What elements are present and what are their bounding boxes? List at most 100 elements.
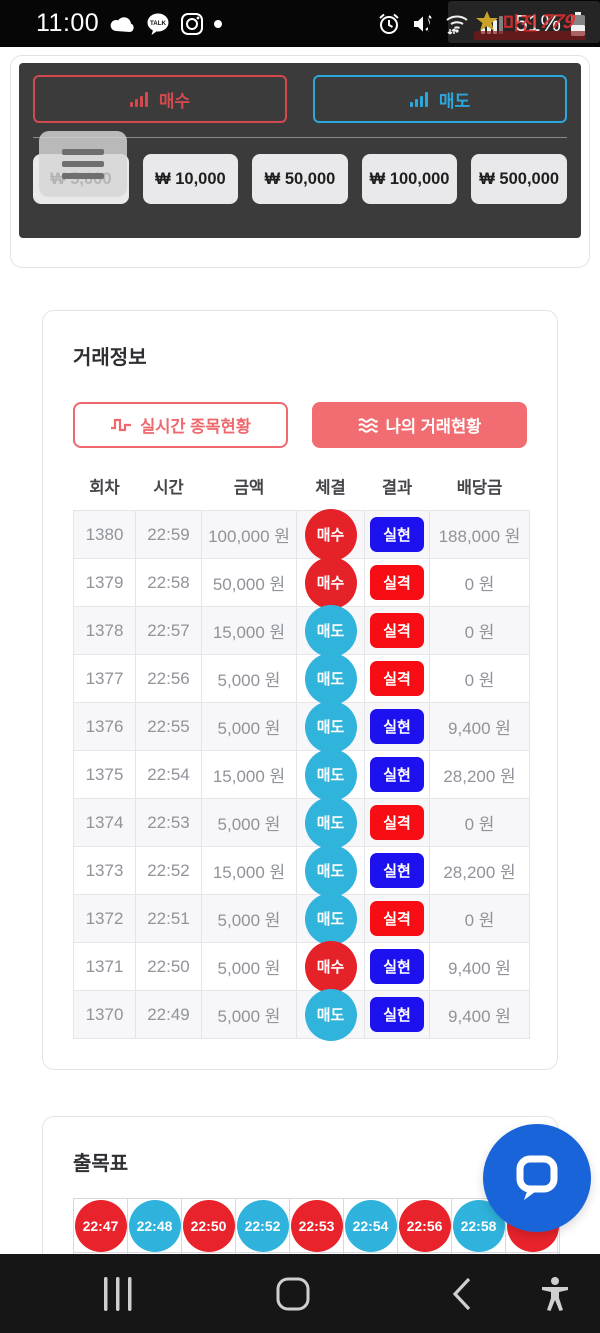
table-row: 1374 22:53 5,000 원 매도 실격 0 원 [73, 796, 530, 849]
chat-button[interactable] [483, 1124, 591, 1232]
result-badge: 실격 [370, 565, 424, 600]
result-cell: 실현 [364, 990, 430, 1039]
instagram-icon [180, 12, 204, 36]
time-cell: 22:59 [135, 510, 202, 559]
round-cell: 1374 [73, 798, 136, 847]
result-badge: 실현 [370, 949, 424, 984]
home-button[interactable] [276, 1277, 310, 1311]
amount-button-4[interactable]: ₩ 500,000 [471, 154, 567, 204]
notification-dot-icon [213, 19, 223, 29]
payout-cell: 0 원 [429, 606, 530, 655]
time-cell: 22:57 [135, 606, 202, 655]
round-cell: 1375 [73, 750, 136, 799]
side-cell: 매수 [296, 556, 365, 609]
side-cell: 매도 [296, 748, 365, 801]
time-cell: 22:49 [135, 990, 202, 1039]
column-header: 시간 [153, 479, 184, 497]
amount-cell: 5,000 원 [201, 798, 297, 847]
payout-cell: 9,400 원 [429, 702, 530, 751]
accessibility-person-icon [542, 1276, 568, 1311]
amount-cell: 5,000 원 [201, 654, 297, 703]
menu-button[interactable] [39, 131, 127, 197]
trade-panel: 매수 매도 ₩ 5,000₩ 10,000₩ 50,000₩ 100,000₩ … [19, 63, 581, 238]
bars-icon [409, 92, 428, 107]
result-badge: 실격 [370, 901, 424, 936]
mute-icon [410, 12, 434, 36]
trade-info-title: 거래정보 [73, 347, 147, 369]
table-row: 1370 22:49 5,000 원 매도 실현 9,400 원 [73, 988, 530, 1041]
weather-cloud-icon [108, 14, 136, 34]
payout-cell: 0 원 [429, 894, 530, 943]
amount-button-1[interactable]: ₩ 10,000 [142, 154, 239, 204]
side-cell: 매수 [296, 940, 365, 993]
table-row: 1377 22:56 5,000 원 매도 실격 0 원 [73, 652, 530, 705]
trades-table: 회차 시간 금액 체결 결과 배당금 1380 22:59 100,000 원 매수 실현 188,… [73, 474, 530, 1041]
sell-button[interactable]: 매도 [313, 75, 567, 123]
result-cell: 실현 [364, 846, 430, 895]
board-result-circle: 22:58 [452, 1199, 505, 1252]
time-cell: 22:58 [135, 558, 202, 607]
payout-cell: 188,000 원 [429, 510, 530, 559]
payout-cell: 9,400 원 [429, 942, 530, 991]
amount-button-2[interactable]: ₩ 50,000 [252, 154, 348, 204]
back-button[interactable] [452, 1277, 472, 1311]
back-chevron-icon [452, 1277, 471, 1310]
board-result-circle: 22:53 [290, 1199, 343, 1252]
recents-button[interactable] [103, 1276, 133, 1312]
time-cell: 22:51 [135, 894, 202, 943]
side-chip: 매수 [304, 940, 357, 993]
payout-cell: 9,400 원 [429, 990, 530, 1039]
waves-icon [357, 417, 378, 433]
board-result-circle: 22:48 [128, 1199, 181, 1252]
time-cell: 22:56 [135, 654, 202, 703]
result-cell: 실현 [364, 942, 430, 991]
column-header: 결과 [381, 479, 413, 497]
chat-bubble-icon [516, 1155, 558, 1200]
trade-panel-card: 매수 매도 ₩ 5,000₩ 10,000₩ 50,000₩ 100,000₩ … [10, 55, 590, 268]
side-chip: 매도 [304, 700, 357, 753]
tab-realtime-status[interactable]: 실시간 종목현황 [73, 402, 288, 448]
amount-cell: 15,000 원 [201, 750, 297, 799]
wifi-icon [443, 12, 471, 36]
side-chip: 매도 [304, 892, 357, 945]
payout-cell: 28,200 원 [429, 846, 530, 895]
accessibility-button[interactable] [540, 1276, 570, 1312]
amount-cell: 5,000 원 [201, 942, 297, 991]
home-icon [276, 1277, 310, 1310]
result-cell: 실격 [364, 606, 430, 655]
amount-button-3[interactable]: ₩ 100,000 [361, 154, 458, 204]
buy-button-label: 매수 [158, 91, 191, 111]
result-badge: 실현 [370, 997, 424, 1032]
side-cell: 매도 [296, 844, 365, 897]
result-badge: 실현 [370, 853, 424, 888]
side-cell: 매도 [296, 892, 365, 945]
amount-cell: 5,000 원 [201, 702, 297, 751]
side-chip: 매도 [304, 652, 357, 705]
amount-cell: 5,000 원 [201, 894, 297, 943]
board-cell: 22:47 [74, 1199, 128, 1253]
pulse-icon [111, 418, 132, 432]
board-cell: 22:54 [344, 1199, 398, 1253]
side-chip: 매수 [304, 556, 357, 609]
table-row: 1373 22:52 15,000 원 매도 실현 28,200 원 [73, 844, 530, 897]
sell-button-label: 매도 [438, 91, 471, 111]
table-row: 1378 22:57 15,000 원 매도 실격 0 원 [73, 604, 530, 657]
buy-button[interactable]: 매수 [33, 75, 287, 123]
board-cell: 22:50 [182, 1199, 236, 1253]
round-cell: 1372 [73, 894, 136, 943]
result-badge: 실현 [370, 517, 424, 552]
result-cell: 실현 [364, 510, 430, 559]
result-badge: 실격 [370, 661, 424, 696]
alarm-icon [377, 12, 401, 36]
time-cell: 22:50 [135, 942, 202, 991]
board-cell: 22:48 [128, 1199, 182, 1253]
payout-cell: 0 원 [429, 558, 530, 607]
svg-text:TALK: TALK [150, 20, 167, 27]
payout-cell: 28,200 원 [429, 750, 530, 799]
column-header: 회차 [89, 479, 120, 497]
tab-my-trades[interactable]: 나의 거래현황 [312, 402, 527, 448]
amount-cell: 5,000 원 [201, 990, 297, 1039]
recents-icon [104, 1276, 132, 1311]
payout-cell: 0 원 [429, 654, 530, 703]
time-cell: 22:54 [135, 750, 202, 799]
